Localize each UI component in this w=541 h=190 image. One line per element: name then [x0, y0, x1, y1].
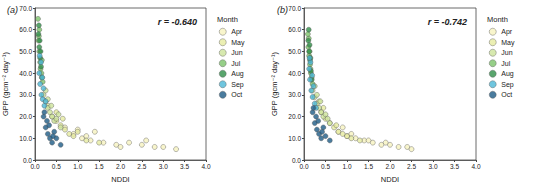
svg-text:20.0: 20.0 — [288, 113, 301, 120]
svg-text:GPP (gcm⁻² day⁻¹): GPP (gcm⁻² day⁻¹) — [1, 51, 10, 116]
svg-text:NDDI: NDDI — [111, 175, 129, 184]
svg-text:1.5: 1.5 — [95, 163, 104, 170]
svg-text:Sep: Sep — [231, 81, 244, 89]
svg-text:Oct: Oct — [231, 91, 242, 98]
svg-text:2.0: 2.0 — [116, 163, 125, 170]
svg-text:50.0: 50.0 — [288, 48, 301, 55]
svg-text:1.0: 1.0 — [342, 163, 351, 170]
svg-text:50.0: 50.0 — [19, 48, 32, 55]
svg-text:2.5: 2.5 — [137, 163, 146, 170]
svg-text:NDDI: NDDI — [381, 175, 399, 184]
svg-text:r = -0.742: r = -0.742 — [428, 17, 467, 27]
svg-text:2.0: 2.0 — [385, 163, 394, 170]
svg-text:60.0: 60.0 — [19, 26, 32, 33]
svg-text:60.0: 60.0 — [288, 26, 301, 33]
svg-text:1.5: 1.5 — [364, 163, 373, 170]
svg-text:r = -0.640: r = -0.640 — [158, 17, 197, 27]
svg-text:GPP (gcm⁻² day⁻¹): GPP (gcm⁻² day⁻¹) — [270, 51, 279, 116]
svg-text:2.5: 2.5 — [407, 163, 416, 170]
svg-text:0.5: 0.5 — [321, 163, 330, 170]
svg-text:40.0: 40.0 — [19, 70, 32, 77]
svg-text:10.0: 10.0 — [288, 135, 301, 142]
svg-text:4.0: 4.0 — [201, 163, 210, 170]
svg-text:0.0: 0.0 — [30, 163, 39, 170]
svg-text:10.0: 10.0 — [19, 135, 32, 142]
svg-text:Oct: Oct — [501, 91, 512, 98]
svg-text:0.0: 0.0 — [292, 156, 301, 164]
svg-text:Apr: Apr — [231, 28, 243, 36]
svg-text:Sep: Sep — [501, 81, 514, 89]
svg-text:0.5: 0.5 — [52, 163, 61, 170]
svg-text:70.0: 70.0 — [288, 5, 301, 12]
svg-text:3.5: 3.5 — [180, 163, 189, 170]
svg-text:(b): (b) — [277, 5, 288, 15]
svg-text:Aug: Aug — [231, 70, 244, 78]
svg-text:30.0: 30.0 — [19, 91, 32, 98]
svg-text:Month: Month — [487, 15, 508, 24]
svg-text:Jun: Jun — [501, 49, 512, 56]
svg-text:Jul: Jul — [231, 60, 240, 67]
svg-text:20.0: 20.0 — [19, 113, 32, 120]
svg-text:Jun: Jun — [231, 49, 242, 56]
svg-text:1.0: 1.0 — [73, 163, 82, 170]
svg-text:40.0: 40.0 — [288, 70, 301, 77]
svg-text:3.0: 3.0 — [159, 163, 168, 170]
svg-text:Jul: Jul — [501, 60, 510, 67]
svg-text:Month: Month — [217, 15, 238, 24]
svg-text:May: May — [501, 39, 515, 47]
svg-text:4.0: 4.0 — [471, 163, 480, 170]
svg-text:Apr: Apr — [501, 28, 513, 36]
svg-text:0.0: 0.0 — [299, 163, 308, 170]
svg-text:0.0: 0.0 — [23, 156, 32, 164]
svg-text:3.5: 3.5 — [450, 163, 459, 170]
svg-text:May: May — [231, 39, 245, 47]
svg-text:(a): (a) — [7, 5, 18, 15]
svg-text:Aug: Aug — [501, 70, 514, 78]
svg-text:3.0: 3.0 — [428, 163, 437, 170]
svg-text:70.0: 70.0 — [19, 5, 32, 12]
svg-text:30.0: 30.0 — [288, 91, 301, 98]
